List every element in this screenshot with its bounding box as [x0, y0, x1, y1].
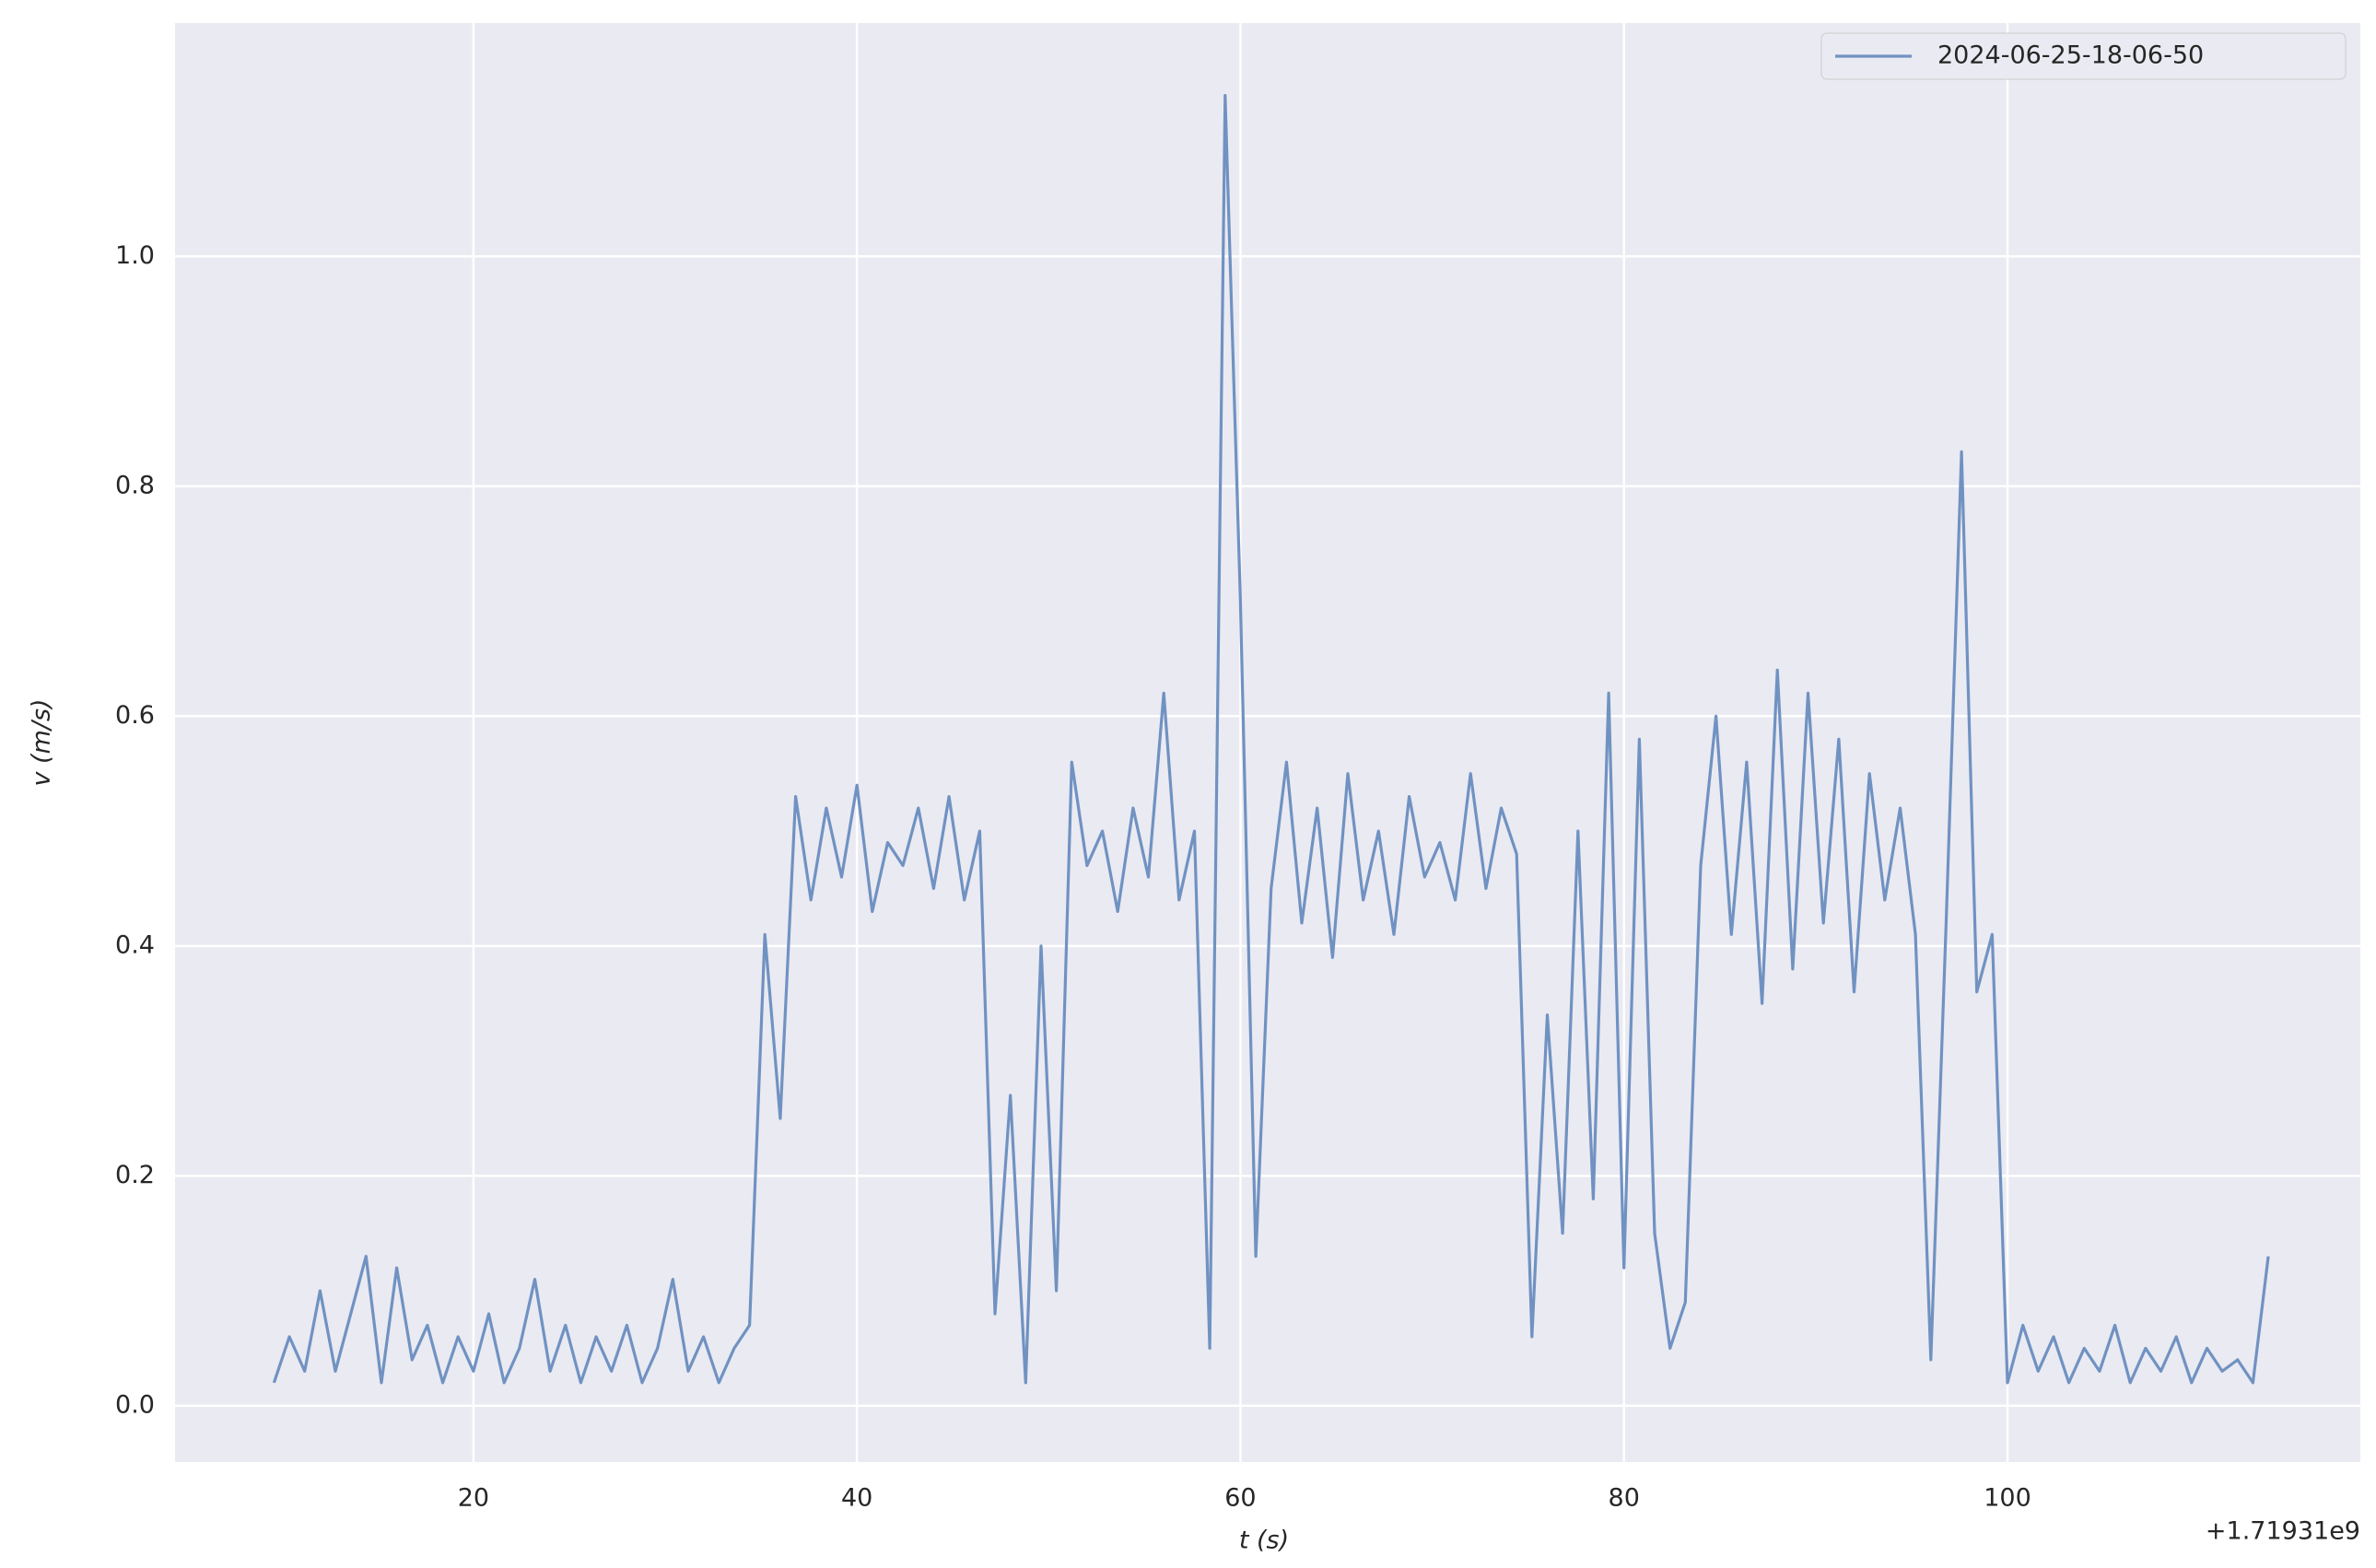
x-tick-label: 40: [841, 1484, 872, 1513]
x-offset-label: +1.71931e9: [2206, 1517, 2360, 1546]
y-tick-label: 0.2: [115, 1161, 155, 1189]
x-tick-label: 80: [1609, 1484, 1640, 1513]
legend-box: [1820, 32, 2347, 80]
y-tick-label: 0.8: [115, 471, 155, 499]
y-tick-label: 1.0: [115, 241, 155, 270]
legend: 2024-06-25-18-06-50: [1820, 32, 2347, 80]
x-tick-label: 60: [1224, 1484, 1256, 1513]
y-axis-label: v (m/s): [28, 698, 56, 786]
plot-area: [175, 23, 2360, 1462]
y-tick-label: 0.4: [115, 930, 155, 959]
x-axis-label: t (s): [1239, 1527, 1289, 1555]
legend-label: 2024-06-25-18-06-50: [1937, 41, 2204, 70]
x-tick-label: 100: [1984, 1484, 2031, 1513]
y-tick-label: 0.0: [115, 1390, 155, 1419]
x-tick-label: 20: [458, 1484, 489, 1513]
data-line: [272, 94, 2270, 1385]
y-tick-label: 0.6: [115, 701, 155, 730]
